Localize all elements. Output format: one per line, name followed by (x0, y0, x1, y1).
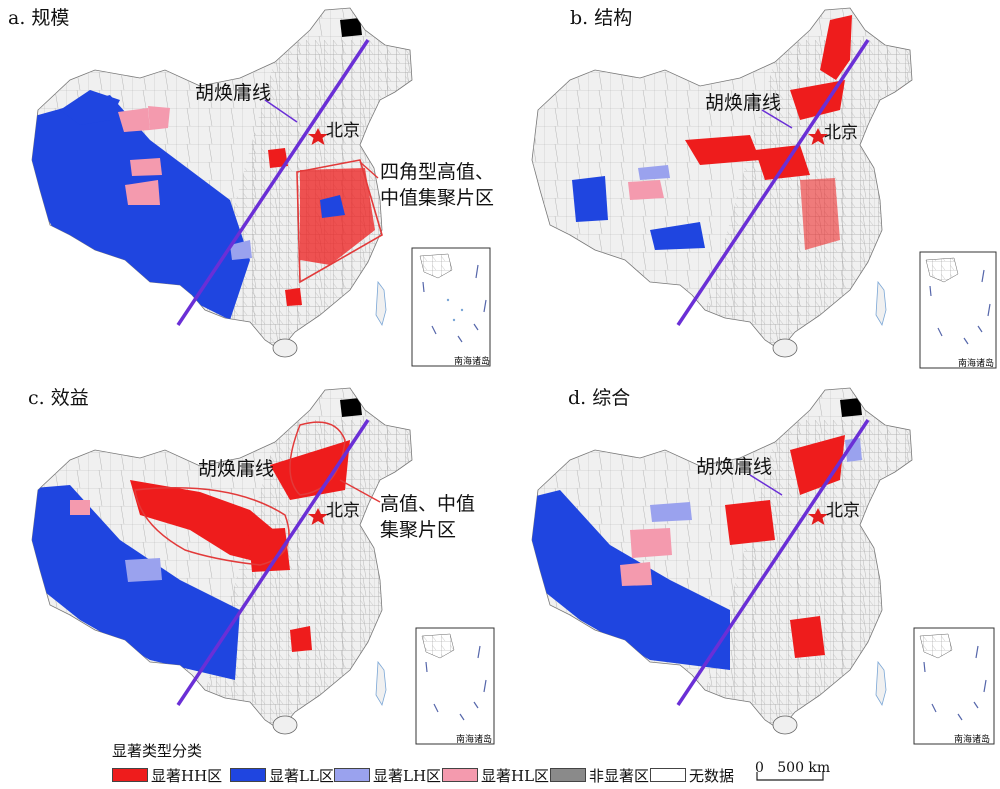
map-c (31, 387, 495, 745)
legend: 显著HH区 显著LL区 显著LH区 显著HL区 非显著区 无数据 (112, 763, 992, 787)
inset-label: 南海诸岛 (958, 359, 995, 369)
hu-line (676, 39, 870, 326)
hu-line (176, 419, 370, 706)
beijing-label: 北京 (824, 123, 858, 143)
inset-label: 南海诸岛 (456, 735, 493, 745)
legend-item-lh: 显著LH区 (334, 763, 441, 787)
legend-item-ll: 显著LL区 (230, 763, 334, 787)
taiwan-island (375, 660, 387, 707)
callout-outline-west (134, 487, 290, 566)
legend-swatch-hh (112, 768, 148, 782)
hainan-island (272, 338, 298, 358)
legend-item-hh: 显著HH区 (112, 763, 222, 787)
callout-line-2: 中值集聚片区 (380, 187, 495, 209)
legend-swatch-ll (230, 768, 266, 782)
legend-item-nd: 无数据 (650, 763, 734, 787)
panel-title: b. 结构 (570, 7, 633, 29)
panel-title: a. 规模 (8, 7, 70, 29)
taiwan-island (875, 660, 887, 707)
callout-line-1: 四角型高值、 (380, 161, 495, 183)
legend-item-ns: 非显著区 (550, 763, 649, 787)
map-a (31, 7, 491, 367)
legend-label-nd: 无数据 (689, 766, 735, 785)
arrow-icon (749, 474, 783, 496)
callout-line-2: 集聚片区 (380, 519, 457, 541)
beijing-star-icon (308, 128, 328, 145)
hu-line (176, 39, 370, 326)
legend-swatch-nd (650, 768, 686, 782)
beijing-star-icon (308, 508, 328, 525)
callout-polygon (296, 159, 383, 284)
beijing-label: 北京 (326, 501, 360, 521)
hainan-island (772, 338, 798, 358)
callout-leader (339, 479, 381, 503)
hu-line-label: 胡焕庸线 (195, 82, 272, 104)
panel-title: c. 效益 (28, 387, 89, 409)
legend-label-ll: 显著LL区 (269, 766, 334, 785)
hu-line-label: 胡焕庸线 (705, 92, 782, 114)
legend-title: 显著类型分类 (112, 742, 203, 760)
beijing-label: 北京 (326, 121, 360, 141)
hu-line-label: 胡焕庸线 (696, 456, 773, 478)
panel-c-benefit: c. 效益 胡焕庸线 北京 高值、中值 集聚片区 南海诸岛 (0, 380, 500, 750)
map-d (531, 387, 995, 745)
legend-label-ns: 非显著区 (589, 766, 650, 785)
beijing-label: 北京 (826, 501, 860, 521)
panel-b-structure: b. 结构 胡焕庸线 北京 南海诸岛 (500, 0, 1000, 370)
taiwan-island (375, 280, 387, 327)
legend-label-hh: 显著HH区 (151, 766, 223, 785)
legend-label-lh: 显著LH区 (373, 766, 442, 785)
map-b (531, 7, 997, 369)
panel-title: d. 综合 (568, 387, 631, 409)
legend-swatch-hl (442, 768, 478, 782)
arrow-icon (264, 99, 298, 123)
legend-label-hl: 显著HL区 (481, 766, 550, 785)
inset-label: 南海诸岛 (454, 357, 491, 367)
panel-d-composite: d. 综合 胡焕庸线 北京 南海诸岛 (500, 380, 1000, 750)
scale-label: 0 500 km (755, 760, 831, 776)
legend-swatch-ns (550, 768, 586, 782)
legend-swatch-lh (334, 768, 370, 782)
taiwan-island (875, 280, 887, 327)
callout-leader (359, 161, 379, 179)
beijing-star-icon (808, 128, 828, 145)
inset-label: 南海诸岛 (954, 735, 991, 745)
hu-line-label: 胡焕庸线 (198, 458, 275, 480)
hu-line (676, 419, 870, 706)
legend-item-hl: 显著HL区 (442, 763, 549, 787)
arrow-icon (761, 109, 793, 129)
callout-line-1: 高值、中值 (380, 493, 476, 515)
scale-bar-graphic (756, 772, 824, 781)
hainan-island (772, 715, 798, 735)
scale-bar: 0 500 km (755, 760, 830, 784)
hainan-island (272, 715, 298, 735)
panel-a-scale: a. 规模 胡焕庸线 北京 四角型高值、 中值集聚片区 南海诸岛 (0, 0, 500, 370)
beijing-star-icon (808, 508, 828, 525)
